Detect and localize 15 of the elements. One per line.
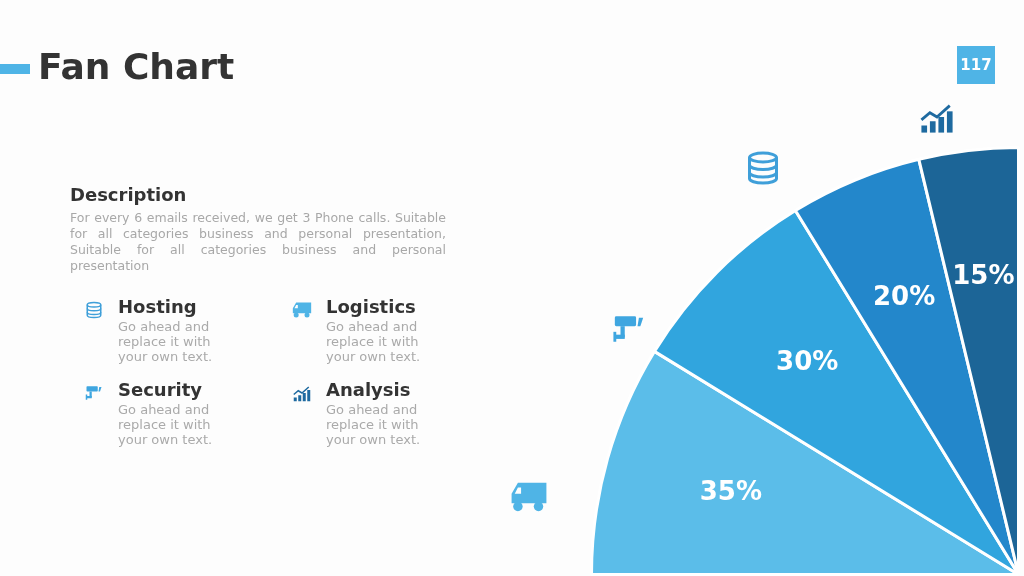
data-label: 35% bbox=[699, 476, 762, 507]
data-label: 30% bbox=[776, 345, 839, 376]
data-label: 15% bbox=[952, 260, 1015, 291]
text: For every 6 emails received, we get 3 Phone calls. Suitable for all categories business and personal presentation, Suitable for all categories business and personal presentation bbox=[70, 210, 446, 274]
text: Go ahead and replace it with your own text. bbox=[118, 319, 214, 364]
text: Go ahead and replace it with your own text. bbox=[326, 319, 422, 364]
text: Go ahead and replace it with your own text. bbox=[326, 402, 422, 447]
text: Logistics bbox=[326, 296, 416, 317]
text: Fan Chart bbox=[38, 46, 235, 87]
text: Analysis bbox=[326, 379, 411, 400]
text: Hosting bbox=[118, 296, 197, 317]
text: Go ahead and replace it with your own text. bbox=[118, 402, 214, 447]
data-label: 20% bbox=[873, 281, 936, 312]
text: Description bbox=[70, 184, 187, 205]
text: Security bbox=[118, 379, 203, 400]
